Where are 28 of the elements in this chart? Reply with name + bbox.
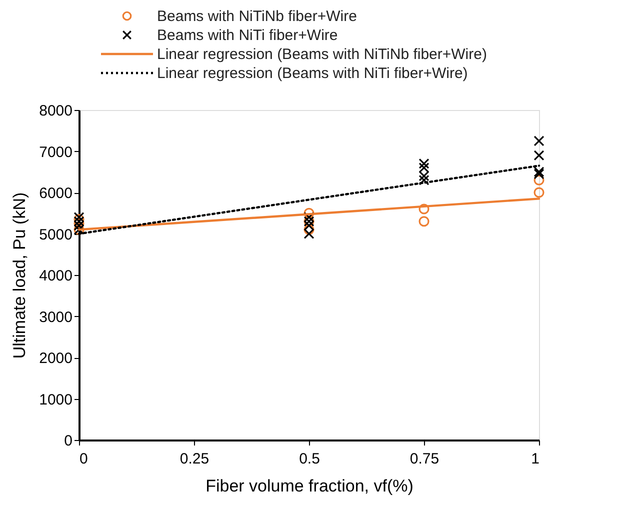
y-tick-label: 8000 — [39, 102, 72, 120]
point — [534, 150, 544, 161]
y-axis-title: Ultimate load, Pu (kN) — [10, 192, 30, 359]
y-tick-label: 3000 — [39, 308, 72, 326]
x-tick-label: 0.75 — [410, 450, 440, 468]
x-axis-title: Fiber volume fraction, vf(%) — [206, 476, 414, 496]
point — [418, 216, 430, 227]
point — [534, 187, 544, 198]
point — [534, 136, 544, 146]
y-tick-label: 2000 — [39, 350, 72, 367]
legend-label: Linear regression (Beams with NiTiNb fiber+Wire) — [157, 46, 487, 63]
point — [534, 174, 544, 186]
legend-label: Linear regression (Beams with NiTi fiber+Wire) — [157, 65, 468, 82]
y-tick-label: 6000 — [39, 185, 72, 202]
point — [304, 224, 314, 235]
legend-label: Beams with NiTiNb fiber+Wire — [157, 8, 357, 25]
x-tick-label: 0 — [80, 450, 88, 468]
legend-label: Beams with NiTi fiber+Wire — [157, 27, 338, 44]
y-tick-label: 4000 — [39, 268, 72, 284]
y-tick-label: 7000 — [39, 144, 72, 161]
point — [304, 208, 314, 218]
y-tick-label: 1000 — [39, 391, 72, 408]
x-tick-label: 0.5 — [299, 450, 320, 468]
point — [418, 204, 430, 214]
x-tick-label: 1 — [531, 450, 540, 468]
y-tick-label: 0 — [64, 432, 72, 450]
y-tick-label: 5000 — [39, 226, 72, 244]
x-tick-label: 0.25 — [180, 450, 210, 468]
